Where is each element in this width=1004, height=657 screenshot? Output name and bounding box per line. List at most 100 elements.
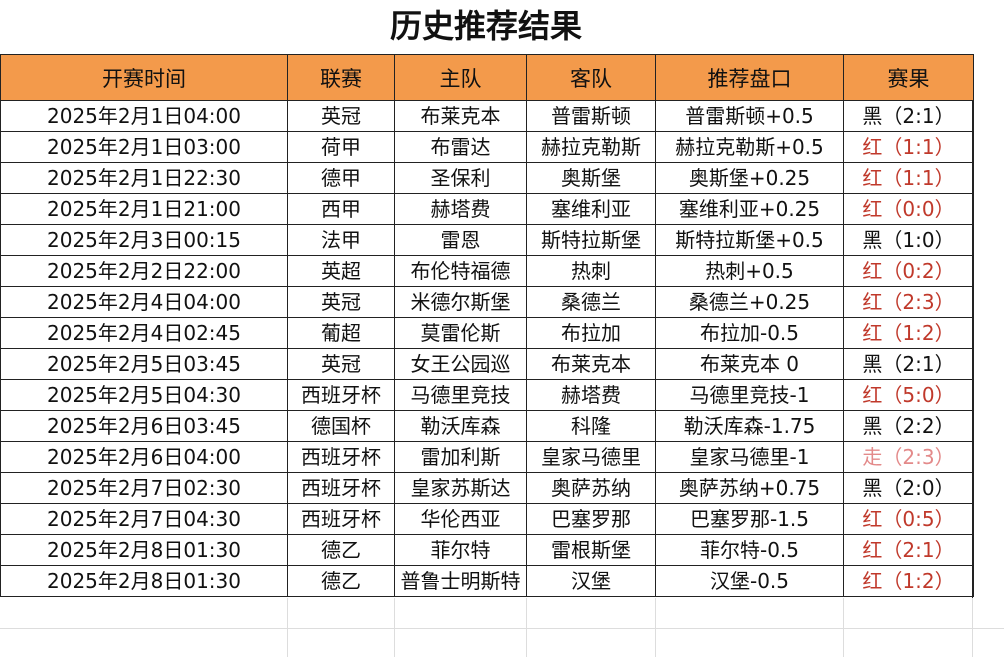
cell-away: 皇家马德里 — [526, 441, 656, 473]
cell-result: 红（2:3） — [843, 286, 974, 318]
cell-pick: 马德里竞技-1 — [655, 379, 844, 411]
cell-away: 塞维利亚 — [526, 193, 656, 225]
cell-pick: 热刺+0.5 — [655, 255, 844, 287]
column-header-pick: 推荐盘口 — [655, 54, 844, 101]
cell-result: 黑（2:1） — [843, 348, 974, 380]
cell-home: 华伦西亚 — [394, 503, 527, 535]
cell-result: 红（1:1） — [843, 131, 974, 163]
cell-pick: 巴塞罗那-1.5 — [655, 503, 844, 535]
table-row: 2025年2月7日02:30 西班牙杯 皇家苏斯达 奥萨苏纳 奥萨苏纳+0.75 黑（2:… — [0, 472, 974, 504]
cell-time: 2025年2月1日21:00 — [0, 193, 288, 225]
cell-home: 布伦特福德 — [394, 255, 527, 287]
cell-result: 红（1:2） — [843, 317, 974, 349]
cell-pick: 奥萨苏纳+0.75 — [655, 472, 844, 504]
table-row: 2025年2月7日04:30 西班牙杯 华伦西亚 巴塞罗那 巴塞罗那-1.5 红（0:5） — [0, 503, 974, 535]
cell-league: 英冠 — [287, 286, 395, 318]
cell-home: 雷恩 — [394, 224, 527, 256]
cell-time: 2025年2月4日02:45 — [0, 317, 288, 349]
table-row: 2025年2月5日04:30 西班牙杯 马德里竞技 赫塔费 马德里竞技-1 红（5:0） — [0, 379, 974, 411]
table-row: 2025年2月4日04:00 英冠 米德尔斯堡 桑德兰 桑德兰+0.25 红（2:3） — [0, 286, 974, 318]
cell-pick: 勒沃库森-1.75 — [655, 410, 844, 442]
cell-time: 2025年2月8日01:30 — [0, 534, 288, 566]
cell-time: 2025年2月4日04:00 — [0, 286, 288, 318]
cell-league: 德乙 — [287, 565, 395, 597]
table-row: 2025年2月1日22:30 德甲 圣保利 奥斯堡 奥斯堡+0.25 红（1:1） — [0, 162, 974, 194]
cell-time: 2025年2月1日04:00 — [0, 100, 288, 132]
header-row: 开赛时间 联赛 主队 客队 推荐盘口 赛果 — [0, 54, 974, 101]
cell-league: 德国杯 — [287, 410, 395, 442]
cell-time: 2025年2月8日01:30 — [0, 565, 288, 597]
cell-time: 2025年2月6日03:45 — [0, 410, 288, 442]
cell-league: 西班牙杯 — [287, 503, 395, 535]
cell-pick: 汉堡-0.5 — [655, 565, 844, 597]
cell-away: 布莱克本 — [526, 348, 656, 380]
cell-league: 德乙 — [287, 534, 395, 566]
cell-home: 勒沃库森 — [394, 410, 527, 442]
table-row: 2025年2月1日21:00 西甲 赫塔费 塞维利亚 塞维利亚+0.25 红（0:0） — [0, 193, 974, 225]
cell-league: 法甲 — [287, 224, 395, 256]
cell-home: 赫塔费 — [394, 193, 527, 225]
cell-home: 布莱克本 — [394, 100, 527, 132]
cell-time: 2025年2月5日03:45 — [0, 348, 288, 380]
table-row: 2025年2月6日03:45 德国杯 勒沃库森 科隆 勒沃库森-1.75 黑（2:2） — [0, 410, 974, 442]
cell-time: 2025年2月7日04:30 — [0, 503, 288, 535]
cell-home: 布雷达 — [394, 131, 527, 163]
table-row: 2025年2月5日03:45 英冠 女王公园巡 布莱克本 布莱克本 0 黑（2:1） — [0, 348, 974, 380]
results-table: 开赛时间 联赛 主队 客队 推荐盘口 赛果 2025年2月1日04:00 英冠 布莱… — [0, 54, 974, 597]
cell-result: 走（2:3） — [843, 441, 974, 473]
column-header-time: 开赛时间 — [0, 54, 288, 101]
cell-time: 2025年2月1日03:00 — [0, 131, 288, 163]
cell-away: 热刺 — [526, 255, 656, 287]
table-row: 2025年2月1日03:00 荷甲 布雷达 赫拉克勒斯 赫拉克勒斯+0.5 红（1:1） — [0, 131, 974, 163]
cell-result: 黑（1:0） — [843, 224, 974, 256]
cell-time: 2025年2月5日04:30 — [0, 379, 288, 411]
cell-home: 菲尔特 — [394, 534, 527, 566]
cell-home: 雷加利斯 — [394, 441, 527, 473]
cell-time: 2025年2月3日00:15 — [0, 224, 288, 256]
cell-away: 布拉加 — [526, 317, 656, 349]
cell-away: 巴塞罗那 — [526, 503, 656, 535]
cell-result: 红（2:1） — [843, 534, 974, 566]
table-row: 2025年2月1日04:00 英冠 布莱克本 普雷斯顿 普雷斯顿+0.5 黑（2:1） — [0, 100, 974, 132]
cell-pick: 布莱克本 0 — [655, 348, 844, 380]
table-row: 2025年2月3日00:15 法甲 雷恩 斯特拉斯堡 斯特拉斯堡+0.5 黑（1:0） — [0, 224, 974, 256]
table-row: 2025年2月4日02:45 葡超 莫雷伦斯 布拉加 布拉加-0.5 红（1:2） — [0, 317, 974, 349]
cell-away: 汉堡 — [526, 565, 656, 597]
cell-home: 米德尔斯堡 — [394, 286, 527, 318]
column-header-away: 客队 — [526, 54, 656, 101]
cell-league: 西班牙杯 — [287, 472, 395, 504]
cell-result: 黑（2:1） — [843, 100, 974, 132]
cell-pick: 奥斯堡+0.25 — [655, 162, 844, 194]
table-row: 2025年2月8日01:30 德乙 菲尔特 雷根斯堡 菲尔特-0.5 红（2:1） — [0, 534, 974, 566]
cell-time: 2025年2月2日22:00 — [0, 255, 288, 287]
cell-home: 女王公园巡 — [394, 348, 527, 380]
cell-away: 桑德兰 — [526, 286, 656, 318]
cell-league: 葡超 — [287, 317, 395, 349]
table-row: 2025年2月2日22:00 英超 布伦特福德 热刺 热刺+0.5 红（0:2） — [0, 255, 974, 287]
grid-extra-column — [972, 54, 1004, 657]
cell-league: 西班牙杯 — [287, 379, 395, 411]
cell-time: 2025年2月1日22:30 — [0, 162, 288, 194]
cell-away: 赫拉克勒斯 — [526, 131, 656, 163]
cell-result: 红（0:2） — [843, 255, 974, 287]
cell-pick: 普雷斯顿+0.5 — [655, 100, 844, 132]
column-header-home: 主队 — [394, 54, 527, 101]
column-header-result: 赛果 — [843, 54, 974, 101]
cell-league: 英冠 — [287, 348, 395, 380]
cell-result: 红（0:0） — [843, 193, 974, 225]
column-header-league: 联赛 — [287, 54, 395, 101]
cell-home: 马德里竞技 — [394, 379, 527, 411]
cell-home: 皇家苏斯达 — [394, 472, 527, 504]
cell-result: 红（5:0） — [843, 379, 974, 411]
cell-result: 黑（2:0） — [843, 472, 974, 504]
cell-time: 2025年2月6日04:00 — [0, 441, 288, 473]
cell-league: 西甲 — [287, 193, 395, 225]
cell-away: 奥斯堡 — [526, 162, 656, 194]
table-row: 2025年2月6日04:00 西班牙杯 雷加利斯 皇家马德里 皇家马德里-1 走（2:3） — [0, 441, 974, 473]
empty-grid — [0, 598, 1004, 657]
cell-pick: 桑德兰+0.25 — [655, 286, 844, 318]
cell-home: 普鲁士明斯特 — [394, 565, 527, 597]
page-title: 历史推荐结果 — [389, 7, 582, 45]
cell-result: 红（1:2） — [843, 565, 974, 597]
cell-pick: 皇家马德里-1 — [655, 441, 844, 473]
